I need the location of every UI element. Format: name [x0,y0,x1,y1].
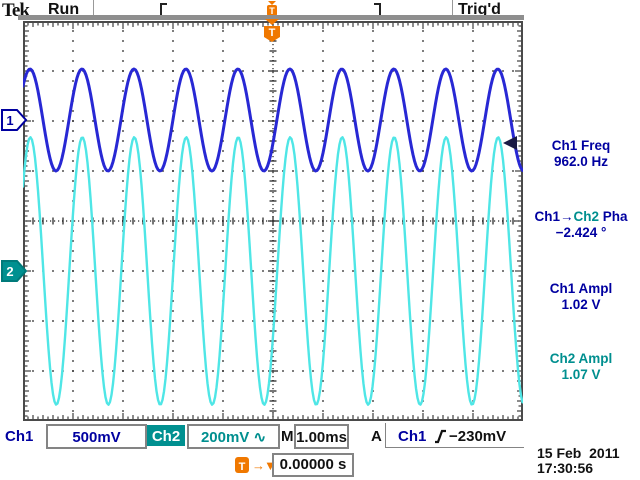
timebase-label: M [281,428,294,445]
measurement-ch2-ampl: Ch2 Ampl 1.07 V [522,351,640,382]
header-divider [452,0,453,15]
ch1-scale-label: Ch1 [5,428,34,445]
svg-text:1: 1 [6,113,13,128]
trigger-level-value: −230mV [449,428,507,445]
statusbar-divider [385,423,386,448]
ch2-scale-label: Ch2 [147,425,185,446]
measurement-phase: Ch1→Ch2 Pha −2.424 ° [522,209,640,240]
rising-edge-icon [435,429,446,444]
measurement-ch1-ampl: Ch1 Ampl 1.02 V [522,281,640,312]
graticule-waveform-display [23,21,523,421]
measurement-label: Ch1→Ch2 Pha [534,209,628,224]
trigger-mode-label: A [371,428,382,445]
measurement-value: 1.02 V [561,296,601,312]
ch1-scale-value: 500mV [46,424,147,449]
header-separator-bar [18,15,524,20]
ac-coupling-icon: ∿ [253,429,267,446]
delay-time-value: 0.00000 s [272,453,354,477]
clock-display: 17:30:56 [537,460,594,476]
trigger-status: Trig'd [458,1,501,18]
trigger-level-arrow-icon [503,136,517,150]
delay-marker-icon: T [235,457,249,473]
svg-text:T: T [269,27,276,39]
svg-text:T: T [239,461,246,473]
measurement-value: 1.07 V [561,366,601,382]
ch2-marker-icon: 2 [1,260,28,282]
ch2-scale-value: 200mV ∿ [187,424,280,449]
acquisition-status: Run [48,1,80,18]
delay-arrow-icon: →▼ [252,458,277,473]
measurement-value: 962.0 Hz [553,153,609,169]
measurement-ch1-freq: Ch1 Freq 962.0 Hz [522,138,640,169]
measurement-label: Ch1 Freq [551,138,611,153]
svg-text:T: T [269,6,275,16]
trigger-source-label: Ch1 [398,428,427,445]
ch1-marker-icon: 1 [1,109,28,131]
trigger-point-icon: T [264,19,280,42]
header-divider [93,0,94,15]
date-display: 15 Feb 2011 [537,445,620,461]
measurement-value: −2.424 ° [555,224,607,240]
svg-text:2: 2 [6,264,13,279]
timebase-value: 1.00ms [294,424,349,449]
measurement-label: Ch2 Ampl [549,351,613,366]
statusbar-underline [385,447,524,448]
measurement-label: Ch1 Ampl [549,281,613,296]
trigger-position-bar-icon: T [267,1,277,16]
